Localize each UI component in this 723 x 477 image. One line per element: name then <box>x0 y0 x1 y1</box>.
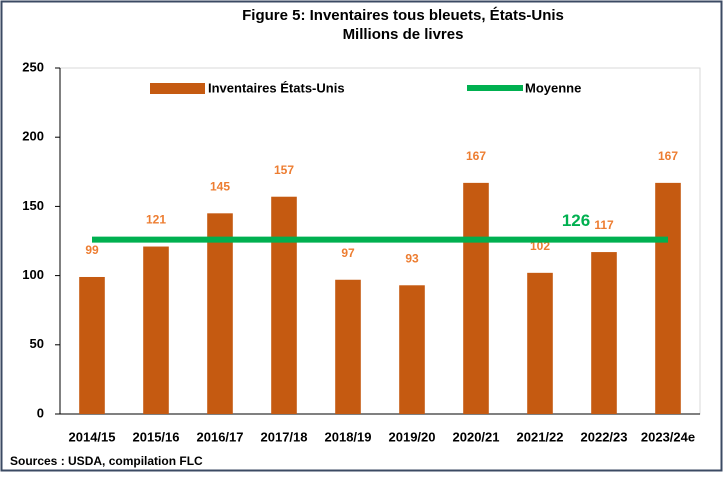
y-tick-label: 0 <box>37 405 44 420</box>
bar <box>335 279 361 414</box>
chart-subtitle: Millions de livres <box>343 26 464 43</box>
bar <box>271 196 297 414</box>
x-tick-label: 2017/18 <box>261 429 308 444</box>
x-tick-label: 2022/23 <box>581 429 628 444</box>
bar <box>463 182 489 414</box>
y-tick-label: 250 <box>22 59 44 74</box>
data-label: 157 <box>274 163 294 177</box>
x-tick-label: 2020/21 <box>453 429 500 444</box>
x-tick-label: 2019/20 <box>389 429 436 444</box>
bar <box>399 285 425 414</box>
bar <box>143 246 169 414</box>
y-tick-label: 150 <box>22 198 44 213</box>
x-tick-label: 2016/17 <box>197 429 244 444</box>
legend-label: Inventaires États-Unis <box>208 80 345 95</box>
x-tick-label: 2021/22 <box>517 429 564 444</box>
data-label: 93 <box>405 251 419 265</box>
x-tick-label: 2018/19 <box>325 429 372 444</box>
data-label: 121 <box>146 213 166 227</box>
data-label: 97 <box>341 246 355 260</box>
chart-title: Figure 5: Inventaires tous bleuets, État… <box>242 7 564 24</box>
y-tick-label: 50 <box>30 336 44 351</box>
bar <box>591 252 617 414</box>
data-label: 167 <box>658 149 678 163</box>
x-tick-label: 2014/15 <box>69 429 116 444</box>
data-label: 145 <box>210 179 230 193</box>
data-label: 126 <box>562 211 590 230</box>
bar <box>655 182 681 414</box>
y-tick-label: 100 <box>22 267 44 282</box>
y-tick-label: 200 <box>22 129 44 144</box>
x-tick-label: 2015/16 <box>133 429 180 444</box>
legend-swatch <box>150 83 205 94</box>
source-note: Sources : USDA, compilation FLC <box>10 454 203 468</box>
bar <box>207 213 233 414</box>
x-tick-label: 2023/24e <box>641 429 695 444</box>
data-label: 167 <box>466 149 486 163</box>
bar <box>79 276 105 414</box>
data-label: 99 <box>85 243 99 257</box>
data-label: 117 <box>594 218 614 232</box>
legend-label: Moyenne <box>525 80 581 95</box>
bar <box>527 272 553 414</box>
